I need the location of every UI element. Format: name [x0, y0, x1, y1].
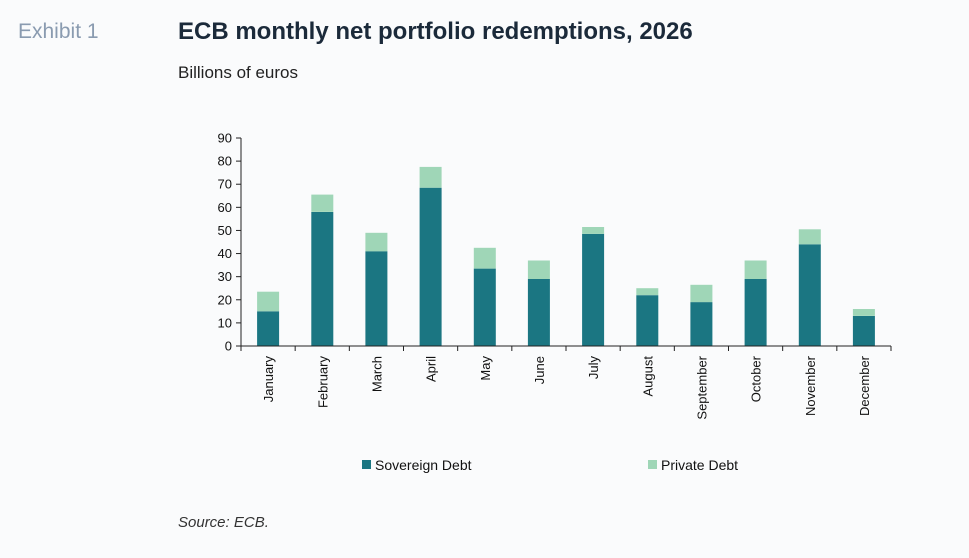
bar-december-private: [852, 309, 875, 316]
bar-august-private: [636, 288, 659, 296]
bar-february-private: [311, 194, 334, 212]
source-note: Source: ECB.: [178, 514, 269, 531]
bar-november-private: [798, 229, 821, 245]
legend-label-private: Private Debt: [661, 457, 738, 473]
y-tick-label-20: 20: [218, 292, 232, 307]
chart-title: ECB monthly net portfolio redemptions, 2…: [178, 18, 693, 45]
bar-may-private: [473, 247, 496, 269]
x-tick-label-february: February: [315, 356, 330, 409]
exhibit-label: Exhibit 1: [18, 20, 99, 43]
bar-december-sovereign: [852, 316, 875, 346]
bar-november-sovereign: [798, 244, 821, 346]
bar-october-sovereign: [744, 279, 767, 346]
bar-june-private: [527, 260, 550, 279]
x-tick-label-october: October: [749, 355, 764, 402]
axes-group: January February March April May June July Augu…: [218, 131, 892, 420]
y-tick-label-60: 60: [218, 200, 232, 215]
y-tick-label-80: 80: [218, 154, 232, 169]
bar-july-sovereign: [582, 233, 605, 346]
bar-april-sovereign: [419, 187, 442, 346]
bar-april-private: [419, 166, 442, 188]
x-tick-label-december: December: [857, 355, 872, 416]
y-tick-label-10: 10: [218, 315, 232, 330]
y-tick-label-50: 50: [218, 223, 232, 238]
x-tick-label-august: August: [640, 356, 655, 397]
x-tick-label-january: January: [261, 356, 276, 403]
x-tick-label-september: September: [694, 355, 709, 419]
bar-august-sovereign: [636, 295, 659, 346]
bar-september-sovereign: [690, 302, 713, 346]
x-tick-label-april: April: [424, 356, 439, 382]
bar-may-sovereign: [473, 268, 496, 346]
y-tick-label-0: 0: [225, 339, 232, 354]
bars-group: [257, 166, 875, 346]
y-tick-label-70: 70: [218, 177, 232, 192]
y-tick-label-90: 90: [218, 131, 232, 146]
x-tick-label-march: March: [369, 356, 384, 392]
legend-label-sovereign: Sovereign Debt: [375, 457, 472, 473]
bar-september-private: [690, 284, 713, 303]
chart-subtitle: Billions of euros: [178, 63, 299, 82]
bar-march-sovereign: [365, 251, 388, 346]
bar-january-sovereign: [257, 311, 280, 346]
y-tick-label-30: 30: [218, 269, 232, 284]
legend-swatch-private: [648, 460, 657, 469]
bar-january-private: [257, 291, 280, 312]
legend-swatch-sovereign: [362, 460, 371, 469]
bar-july-private: [582, 227, 605, 234]
x-tick-label-july: July: [586, 356, 601, 380]
bar-june-sovereign: [527, 279, 550, 346]
bar-march-private: [365, 232, 388, 252]
bar-october-private: [744, 260, 767, 279]
y-tick-label-40: 40: [218, 246, 232, 261]
x-tick-label-may: May: [478, 356, 493, 381]
bar-february-sovereign: [311, 212, 334, 346]
x-tick-label-november: November: [803, 355, 818, 416]
x-tick-label-june: June: [532, 356, 547, 384]
legend: Sovereign Debt Private Debt: [362, 457, 738, 473]
